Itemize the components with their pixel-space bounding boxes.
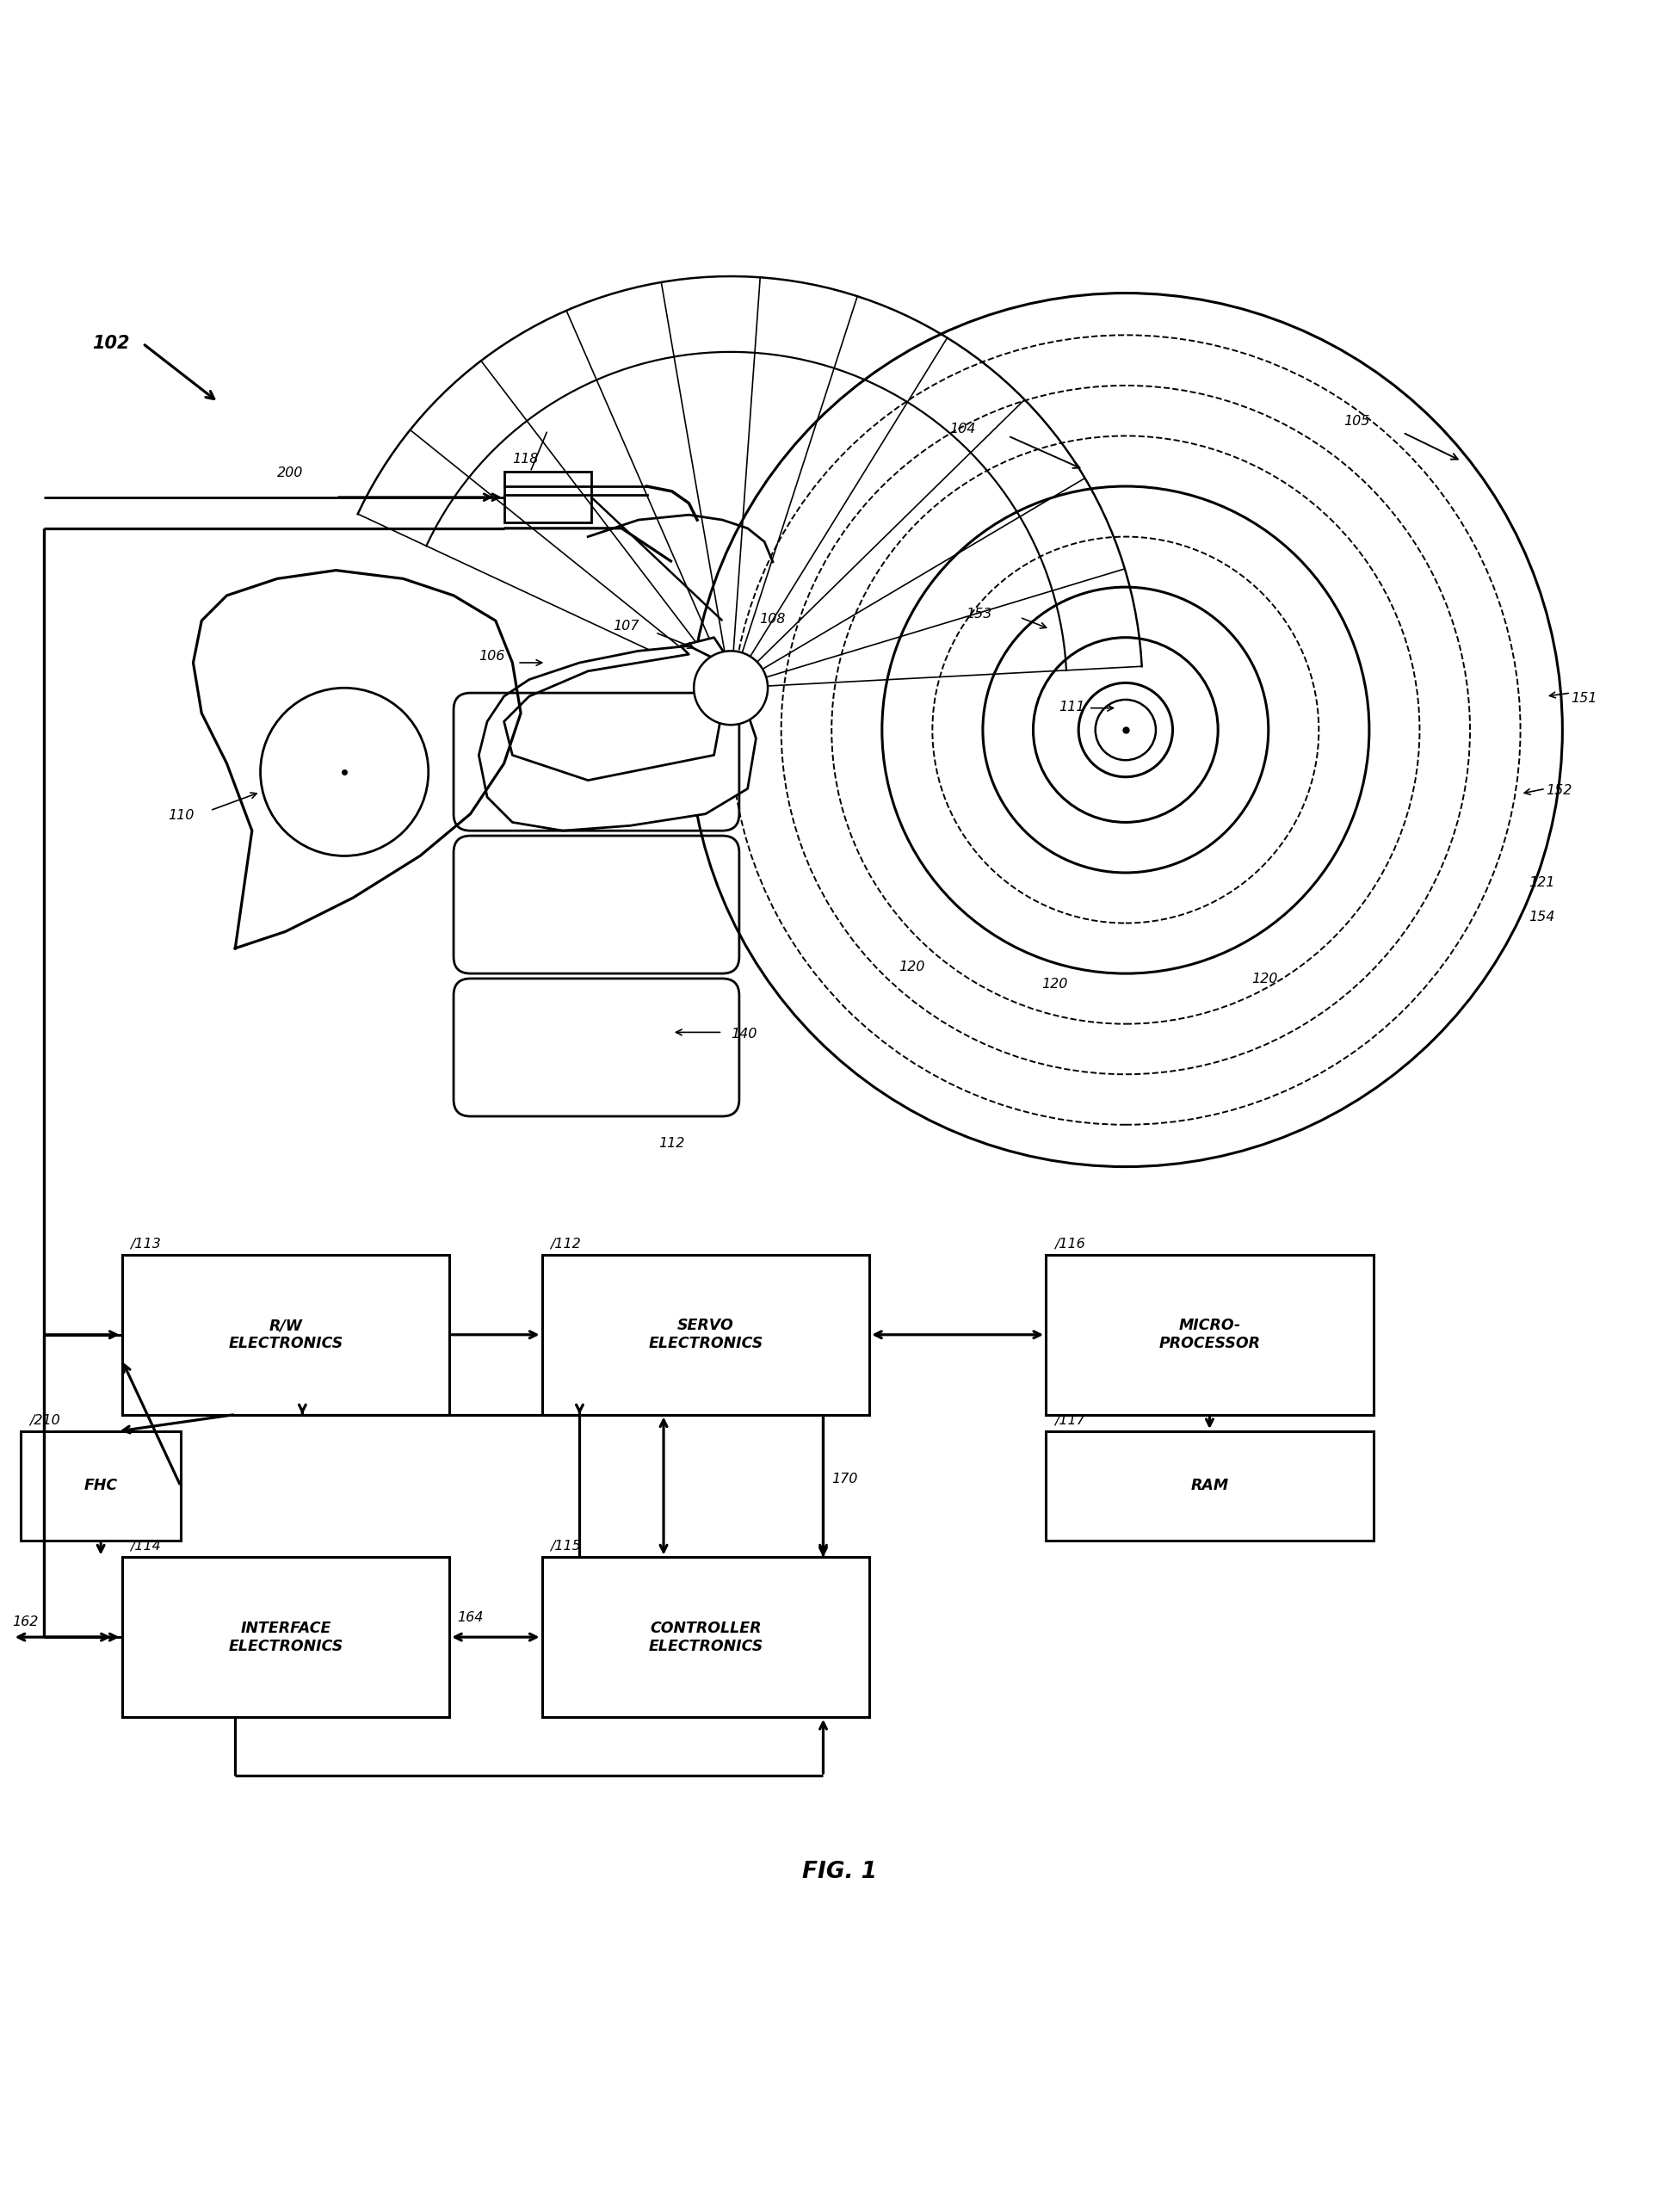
Text: 120: 120 (899, 961, 926, 974)
Text: 120: 120 (1042, 976, 1068, 990)
Text: ∕112: ∕112 (551, 1238, 581, 1249)
Text: RAM: RAM (1191, 1478, 1228, 1493)
Text: ∕210: ∕210 (29, 1414, 60, 1427)
Text: INTERFACE
ELECTRONICS: INTERFACE ELECTRONICS (228, 1621, 343, 1654)
Text: 121: 121 (1529, 877, 1556, 891)
Polygon shape (479, 647, 756, 831)
Text: FIG. 1: FIG. 1 (803, 1860, 877, 1885)
Text: 140: 140 (731, 1027, 758, 1040)
Text: 170: 170 (832, 1473, 858, 1487)
Polygon shape (504, 638, 731, 781)
Text: 109: 109 (702, 666, 729, 679)
Text: 108: 108 (759, 614, 786, 627)
Text: 153: 153 (966, 607, 993, 620)
Text: 112: 112 (659, 1137, 685, 1150)
Text: 151: 151 (1571, 693, 1598, 704)
Text: MICRO-
PROCESSOR: MICRO- PROCESSOR (1159, 1317, 1260, 1352)
Text: ∕114: ∕114 (131, 1539, 161, 1552)
Bar (504, 473, 591, 523)
Text: 106: 106 (479, 649, 506, 662)
Text: 200: 200 (277, 466, 304, 479)
Text: ∕116: ∕116 (1055, 1238, 1085, 1249)
Text: ∕113: ∕113 (131, 1238, 161, 1249)
Text: 111: 111 (1058, 699, 1085, 712)
Text: 104: 104 (949, 422, 976, 435)
Text: 105: 105 (1344, 416, 1371, 427)
Polygon shape (193, 570, 521, 948)
Circle shape (694, 651, 768, 726)
Text: R/W
ELECTRONICS: R/W ELECTRONICS (228, 1317, 343, 1352)
Text: 154: 154 (1529, 910, 1556, 924)
Text: 107: 107 (613, 620, 640, 633)
Text: SERVO
ELECTRONICS: SERVO ELECTRONICS (648, 1317, 763, 1352)
Text: 120: 120 (1252, 972, 1278, 985)
Text: 162: 162 (13, 1616, 39, 1629)
Text: CONTROLLER
ELECTRONICS: CONTROLLER ELECTRONICS (648, 1621, 763, 1654)
Text: ∕117: ∕117 (1055, 1414, 1085, 1427)
Text: FHC: FHC (84, 1478, 118, 1493)
Text: 102: 102 (92, 334, 129, 352)
Text: 152: 152 (1546, 785, 1572, 796)
Text: 118: 118 (512, 453, 539, 466)
Text: 164: 164 (457, 1610, 484, 1623)
Text: ∕115: ∕115 (551, 1539, 581, 1552)
Text: 110: 110 (168, 809, 195, 822)
